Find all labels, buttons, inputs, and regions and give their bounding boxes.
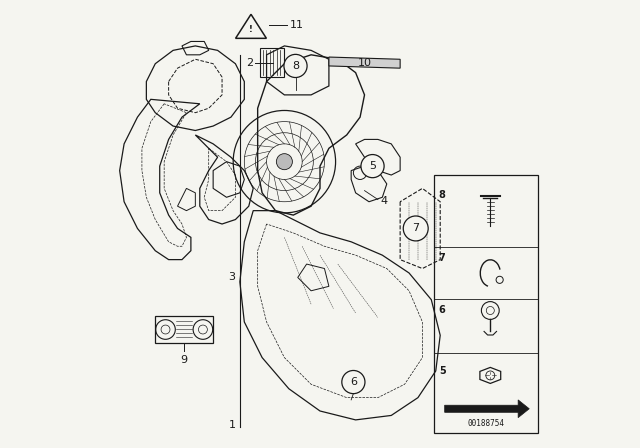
Text: 9: 9 xyxy=(180,355,188,365)
Text: 00188754: 00188754 xyxy=(467,419,504,428)
Circle shape xyxy=(361,155,384,178)
Text: 3: 3 xyxy=(228,272,236,282)
Circle shape xyxy=(276,154,292,170)
Text: 1: 1 xyxy=(228,420,236,430)
Text: 2: 2 xyxy=(246,58,253,68)
Text: 11: 11 xyxy=(290,20,304,30)
Polygon shape xyxy=(445,400,529,418)
Circle shape xyxy=(342,370,365,394)
Text: 10: 10 xyxy=(358,58,372,68)
Text: 8: 8 xyxy=(439,190,445,200)
Polygon shape xyxy=(329,57,400,68)
Circle shape xyxy=(284,54,307,78)
Bar xyxy=(433,175,538,433)
Text: !: ! xyxy=(249,25,253,34)
Circle shape xyxy=(403,216,428,241)
Text: 7: 7 xyxy=(412,224,419,233)
Text: 8: 8 xyxy=(292,61,299,71)
Text: 6: 6 xyxy=(439,305,445,315)
Text: 6: 6 xyxy=(350,377,357,387)
Text: 5: 5 xyxy=(369,161,376,171)
Text: 7: 7 xyxy=(439,253,445,263)
Text: 4: 4 xyxy=(380,196,387,206)
Text: 5: 5 xyxy=(439,366,445,376)
